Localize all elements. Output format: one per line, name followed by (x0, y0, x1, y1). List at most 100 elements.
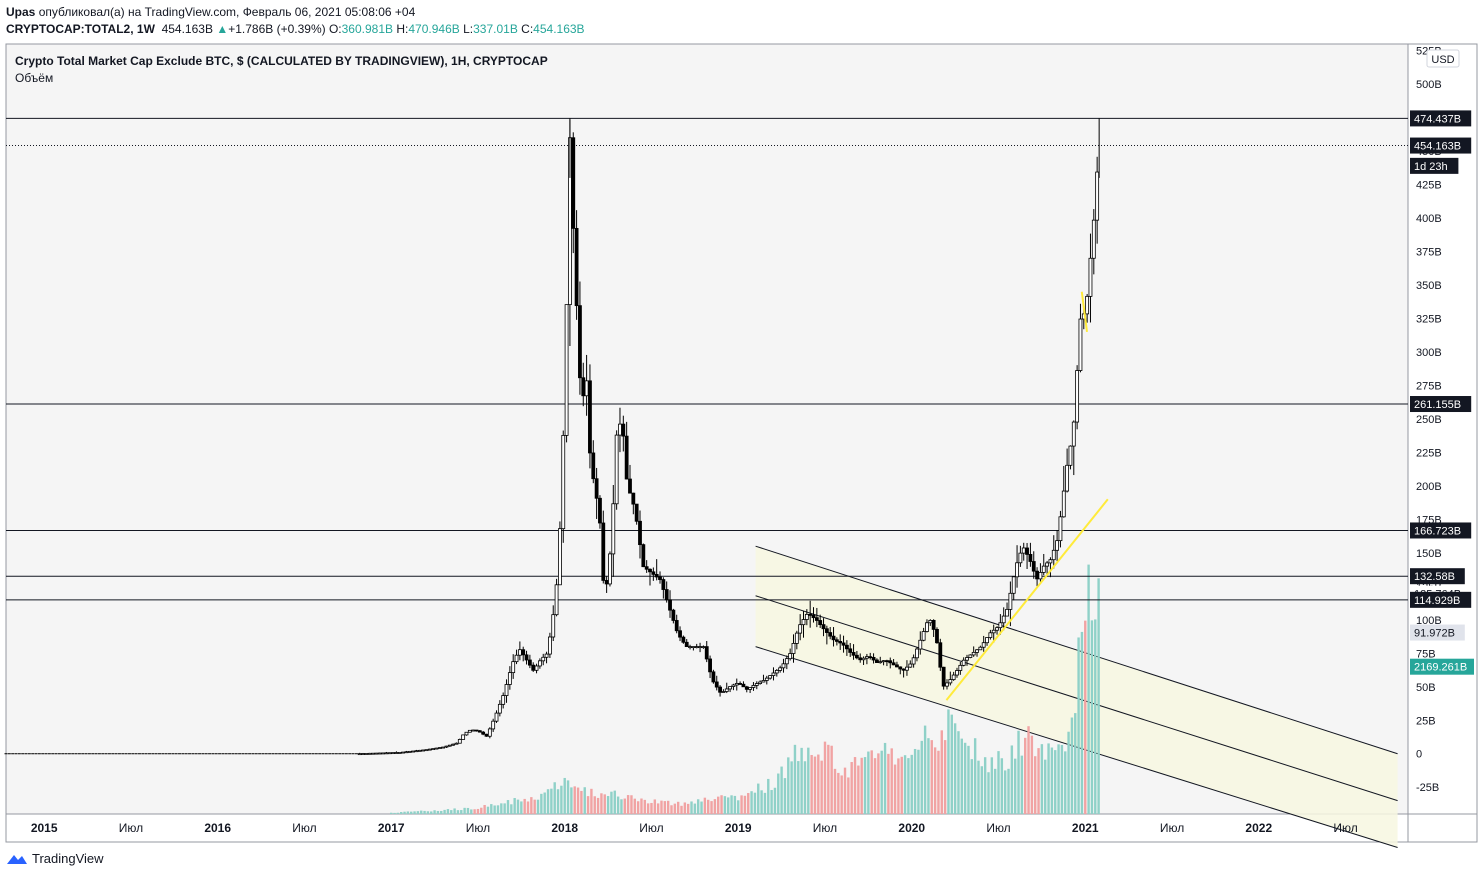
candle (381, 752, 385, 755)
candle (764, 675, 769, 685)
candle-body (831, 635, 836, 641)
candle-body (804, 613, 809, 620)
volume-bar (833, 768, 837, 814)
candle (474, 729, 479, 732)
candle (571, 132, 576, 254)
candle (481, 730, 486, 736)
volume-bar (406, 811, 410, 814)
volume-bar (937, 750, 940, 814)
candle (995, 626, 999, 635)
price-tick-label: 325B (1416, 314, 1442, 326)
volume-bar (630, 795, 633, 814)
price-tick-label: 200B (1416, 481, 1442, 493)
currency-badge[interactable]: USD (1426, 49, 1460, 68)
candle (364, 753, 369, 755)
volume-bar (533, 799, 536, 814)
candle-body (1008, 592, 1013, 610)
volume-bar (413, 811, 416, 814)
volume-bar (917, 749, 920, 814)
volume-bar (847, 777, 850, 814)
volume-bar (900, 756, 903, 814)
volume-bar (773, 787, 777, 814)
price-tick-label: 0 (1416, 749, 1422, 761)
footer-brand[interactable]: TradingView (6, 851, 104, 866)
volume-bar (636, 801, 640, 814)
candle (935, 627, 939, 644)
volume-bar (707, 799, 710, 814)
candle (958, 662, 963, 675)
candle-body (1048, 559, 1053, 564)
price-tick-label: 350B (1416, 280, 1442, 292)
candle-body (961, 659, 966, 666)
candle (905, 660, 909, 676)
volume-bar (576, 787, 580, 814)
candle (741, 681, 746, 688)
publish-header: Upas опубликовал(а) на TradingView.com, … (6, 5, 415, 19)
candle-body (631, 492, 636, 505)
series-legend-title[interactable]: Crypto Total Market Cap Exclude BTC, $ (… (15, 54, 548, 68)
candle (771, 667, 776, 681)
volume-bar (813, 756, 817, 814)
candle-body (1071, 421, 1076, 447)
candle-body (514, 654, 519, 663)
volume-bar (393, 812, 396, 814)
volume-bar (970, 759, 974, 814)
candle-body (1035, 570, 1039, 580)
volume-bar (1060, 744, 1064, 814)
candle (598, 495, 602, 529)
time-tick-label: 2020 (898, 821, 925, 835)
candle (968, 654, 973, 659)
parallel-channel[interactable] (755, 545, 1398, 848)
candle-body (814, 617, 819, 621)
volume-bar (586, 796, 590, 814)
volume-bar (616, 796, 620, 814)
trendlines[interactable] (945, 291, 1109, 701)
candle-body (541, 656, 546, 662)
volume-bar (546, 789, 550, 814)
time-axis-area[interactable] (6, 814, 1477, 842)
candle (574, 210, 579, 320)
volume-bar (540, 793, 543, 814)
volume-bar (676, 801, 680, 814)
price-tick-label: -25B (1416, 782, 1439, 794)
candle (1091, 209, 1096, 275)
candle-body (521, 649, 526, 656)
candle-body (487, 728, 492, 737)
candle (965, 654, 969, 666)
volume-bar (403, 811, 406, 814)
candle (794, 630, 799, 650)
candle (558, 521, 562, 586)
candle (551, 605, 556, 642)
time-tick-label: 2018 (551, 821, 578, 835)
candle-body (474, 729, 479, 732)
candle-body (764, 677, 769, 681)
candle-body (517, 649, 522, 656)
candle (1078, 303, 1083, 373)
candle (848, 643, 853, 657)
candle-body (491, 720, 496, 730)
candle (998, 614, 1003, 635)
candle-body (638, 520, 642, 546)
candle-body (768, 675, 773, 679)
candle-body (828, 632, 833, 637)
volume-bar (483, 804, 486, 814)
volume-bar (980, 766, 984, 814)
volume-bar (767, 778, 770, 814)
horizontal-levels[interactable] (6, 117, 1408, 601)
volume-bar (460, 810, 463, 814)
tradingview-logo-icon (7, 854, 27, 864)
volume-bar (977, 760, 980, 814)
candle-body (1001, 615, 1006, 624)
candle (1041, 553, 1046, 576)
volume-bar (466, 807, 470, 814)
volume-bar (1027, 726, 1030, 814)
candle-body (955, 670, 959, 676)
candle-body (818, 620, 823, 626)
candle-body (741, 683, 746, 688)
volume-bar (510, 804, 513, 814)
volume-bar (840, 775, 843, 814)
volume-legend[interactable]: Объём (15, 71, 54, 85)
candle-body (781, 663, 786, 669)
open-value: 360.981B (341, 22, 394, 36)
